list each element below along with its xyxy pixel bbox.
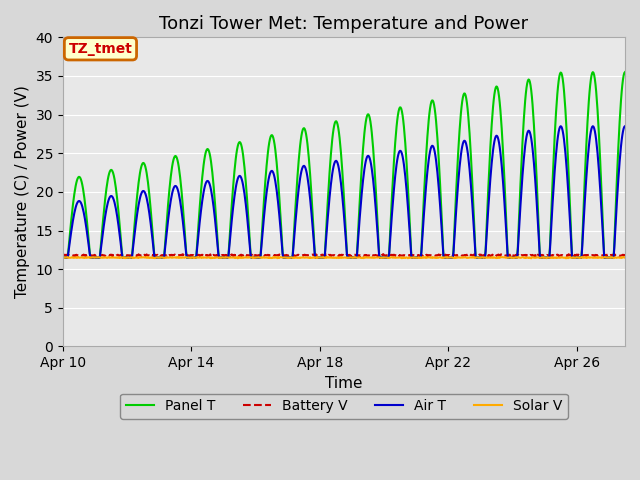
Battery V (376, 252, 384, 258)
Panel T (372, 199, 380, 204)
X-axis label: Time: Time (325, 376, 363, 391)
Panel T (438, 209, 445, 215)
Solar V (375, 254, 383, 260)
Battery V (202, 252, 210, 258)
Text: TZ_tmet: TZ_tmet (68, 42, 132, 56)
Battery V (439, 253, 447, 259)
Air T (300, 163, 307, 169)
Battery V (199, 251, 207, 257)
Panel T (621, 69, 629, 75)
Panel T (202, 150, 209, 156)
Solar V (59, 255, 67, 261)
Solar V (562, 255, 570, 261)
Air T (438, 222, 445, 228)
Panel T (300, 126, 307, 132)
Air T (340, 208, 348, 214)
Legend: Panel T, Battery V, Air T, Solar V: Panel T, Battery V, Air T, Solar V (120, 394, 568, 419)
Air T (59, 255, 67, 261)
Line: Battery V: Battery V (63, 254, 625, 256)
Solar V (340, 255, 348, 261)
Line: Solar V: Solar V (63, 257, 625, 258)
Battery V (374, 252, 381, 258)
Panel T (340, 189, 348, 195)
Battery V (235, 253, 243, 259)
Battery V (341, 252, 349, 257)
Panel T (59, 255, 67, 261)
Title: Tonzi Tower Met: Temperature and Power: Tonzi Tower Met: Temperature and Power (159, 15, 529, 33)
Solar V (621, 255, 629, 261)
Air T (372, 215, 380, 221)
Battery V (621, 252, 629, 258)
Line: Panel T: Panel T (63, 72, 625, 258)
Battery V (301, 252, 308, 258)
Air T (202, 181, 209, 187)
Solar V (300, 254, 307, 260)
Solar V (438, 255, 445, 261)
Battery V (59, 252, 67, 258)
Solar V (372, 254, 380, 260)
Air T (375, 252, 383, 258)
Air T (621, 123, 629, 129)
Line: Air T: Air T (63, 126, 625, 258)
Solar V (202, 255, 209, 261)
Y-axis label: Temperature (C) / Power (V): Temperature (C) / Power (V) (15, 85, 30, 299)
Panel T (375, 252, 383, 257)
Solar V (579, 254, 586, 260)
